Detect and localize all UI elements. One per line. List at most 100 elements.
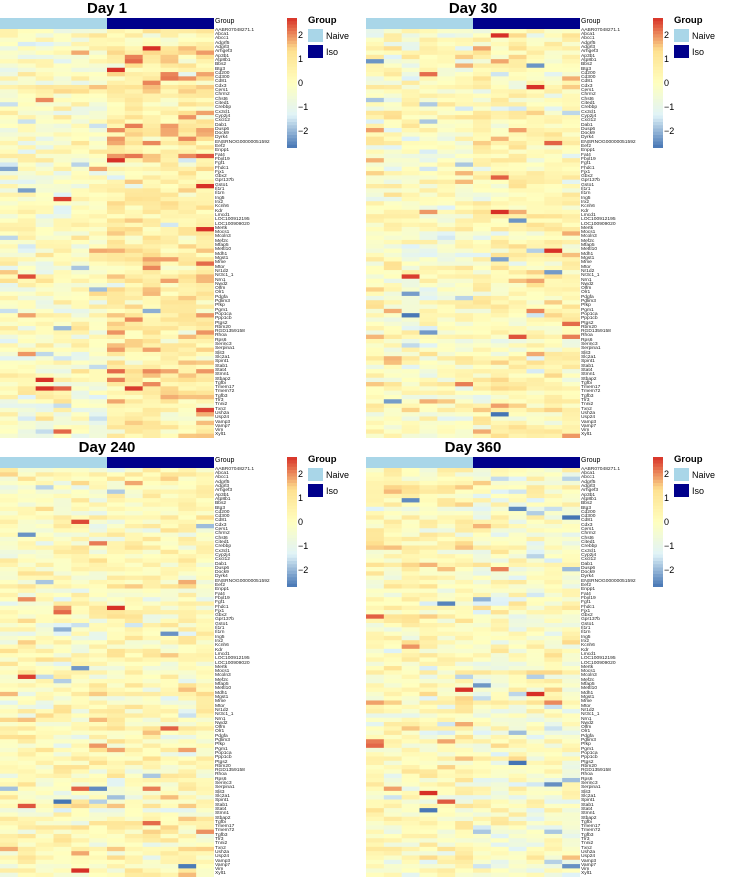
heatmap-cell	[562, 373, 580, 379]
heatmap-cell	[178, 407, 197, 413]
heatmap-cell	[178, 575, 197, 581]
heatmap-cell	[124, 558, 143, 564]
heatmap-cell	[401, 338, 420, 344]
heatmap-cell	[0, 562, 19, 568]
heatmap-cell	[17, 717, 36, 723]
heatmap-cell	[17, 864, 36, 869]
heatmap-cell	[0, 425, 19, 430]
heatmap-cell	[124, 360, 143, 366]
heatmap-cell	[71, 528, 90, 533]
heatmap-cell	[71, 808, 90, 813]
heatmap-cell	[142, 855, 161, 861]
heatmap-cell	[71, 80, 90, 86]
heatmap-cell	[35, 545, 54, 551]
heatmap-cell	[473, 412, 492, 417]
heatmap-cell	[383, 683, 402, 688]
heatmap-cell	[383, 549, 402, 555]
color-scale-step	[653, 122, 663, 126]
heatmap-cell	[71, 300, 90, 305]
heatmap-cell	[53, 252, 72, 258]
heatmap-cell	[53, 222, 72, 228]
heatmap-cell	[35, 166, 54, 172]
row-label: Dab1	[215, 561, 227, 567]
heatmap-cell	[562, 614, 580, 619]
heatmap-cell	[401, 605, 420, 611]
heatmap-cell	[544, 528, 563, 533]
heatmap-cell	[107, 622, 126, 628]
heatmap-cell	[89, 700, 108, 706]
heatmap-cell	[196, 674, 214, 680]
heatmap-cell	[53, 231, 72, 236]
heatmap-cell	[17, 80, 36, 86]
color-scale-step	[287, 86, 297, 90]
heatmap-cell	[196, 84, 214, 90]
heatmap-cell	[17, 390, 36, 396]
heatmap-cell	[490, 704, 509, 710]
heatmap-cell	[401, 115, 420, 120]
heatmap-cell	[383, 790, 402, 796]
heatmap-cell	[160, 360, 179, 366]
heatmap-cell	[383, 145, 402, 150]
heatmap-cell	[526, 37, 545, 43]
heatmap-cell	[107, 851, 126, 856]
heatmap-cell	[544, 536, 563, 542]
heatmap-cell	[383, 610, 402, 615]
heatmap-cell	[366, 343, 385, 348]
heatmap-cell	[401, 661, 420, 667]
heatmap-cell	[490, 110, 509, 116]
heatmap-cell	[455, 670, 474, 675]
heatmap-cell	[562, 326, 580, 331]
heatmap-cell	[437, 747, 456, 753]
heatmap-cell	[437, 29, 456, 34]
heatmap-cell	[383, 89, 402, 94]
heatmap-cell	[71, 782, 90, 787]
heatmap-cell	[490, 50, 509, 56]
color-scale-step	[287, 109, 297, 113]
heatmap-cell	[89, 295, 108, 301]
heatmap-cell	[17, 162, 36, 168]
row-label: Fbxl19	[581, 156, 596, 162]
heatmap-cell	[178, 687, 197, 693]
heatmap-cell	[508, 502, 527, 508]
heatmap-cell	[53, 855, 72, 861]
heatmap-cell	[53, 528, 72, 533]
heatmap-cell	[455, 653, 474, 658]
heatmap-cell	[490, 562, 509, 568]
heatmap-cell	[160, 140, 179, 146]
heatmap-cell	[366, 136, 385, 142]
heatmap-cell	[196, 480, 214, 486]
heatmap-cell	[366, 179, 385, 185]
heatmap-cell	[437, 162, 456, 168]
heatmap-cell	[383, 799, 402, 805]
heatmap-cell	[490, 842, 509, 848]
heatmap-cell	[437, 149, 456, 155]
heatmap-cell	[366, 687, 385, 693]
heatmap-cell	[71, 171, 90, 176]
heatmap-cell	[508, 343, 527, 348]
heatmap-cell	[562, 567, 580, 572]
heatmap-cell	[178, 162, 197, 168]
heatmap-cell	[366, 175, 385, 180]
heatmap-cell	[437, 364, 456, 370]
heatmap-cell	[53, 300, 72, 305]
heatmap-cell	[544, 683, 563, 688]
heatmap-cell	[17, 416, 36, 422]
heatmap-cell	[124, 97, 143, 103]
heatmap-cell	[401, 618, 420, 624]
heatmap-cell	[383, 864, 402, 869]
heatmap-cell	[160, 183, 179, 189]
heatmap-cell	[526, 765, 545, 770]
heatmap-cell	[142, 132, 161, 137]
heatmap-cell	[562, 351, 580, 357]
heatmap-cell	[178, 545, 197, 551]
heatmap-cell	[107, 102, 126, 107]
heatmap-cell	[544, 691, 563, 697]
heatmap-cell	[35, 67, 54, 73]
heatmap-cell	[437, 812, 456, 818]
heatmap-cell	[562, 588, 580, 594]
legend-label-iso: Iso	[326, 46, 339, 57]
heatmap-cell	[178, 153, 197, 159]
heatmap-cell	[401, 364, 420, 370]
heatmap-cell	[401, 777, 420, 783]
heatmap-cell	[89, 110, 108, 116]
